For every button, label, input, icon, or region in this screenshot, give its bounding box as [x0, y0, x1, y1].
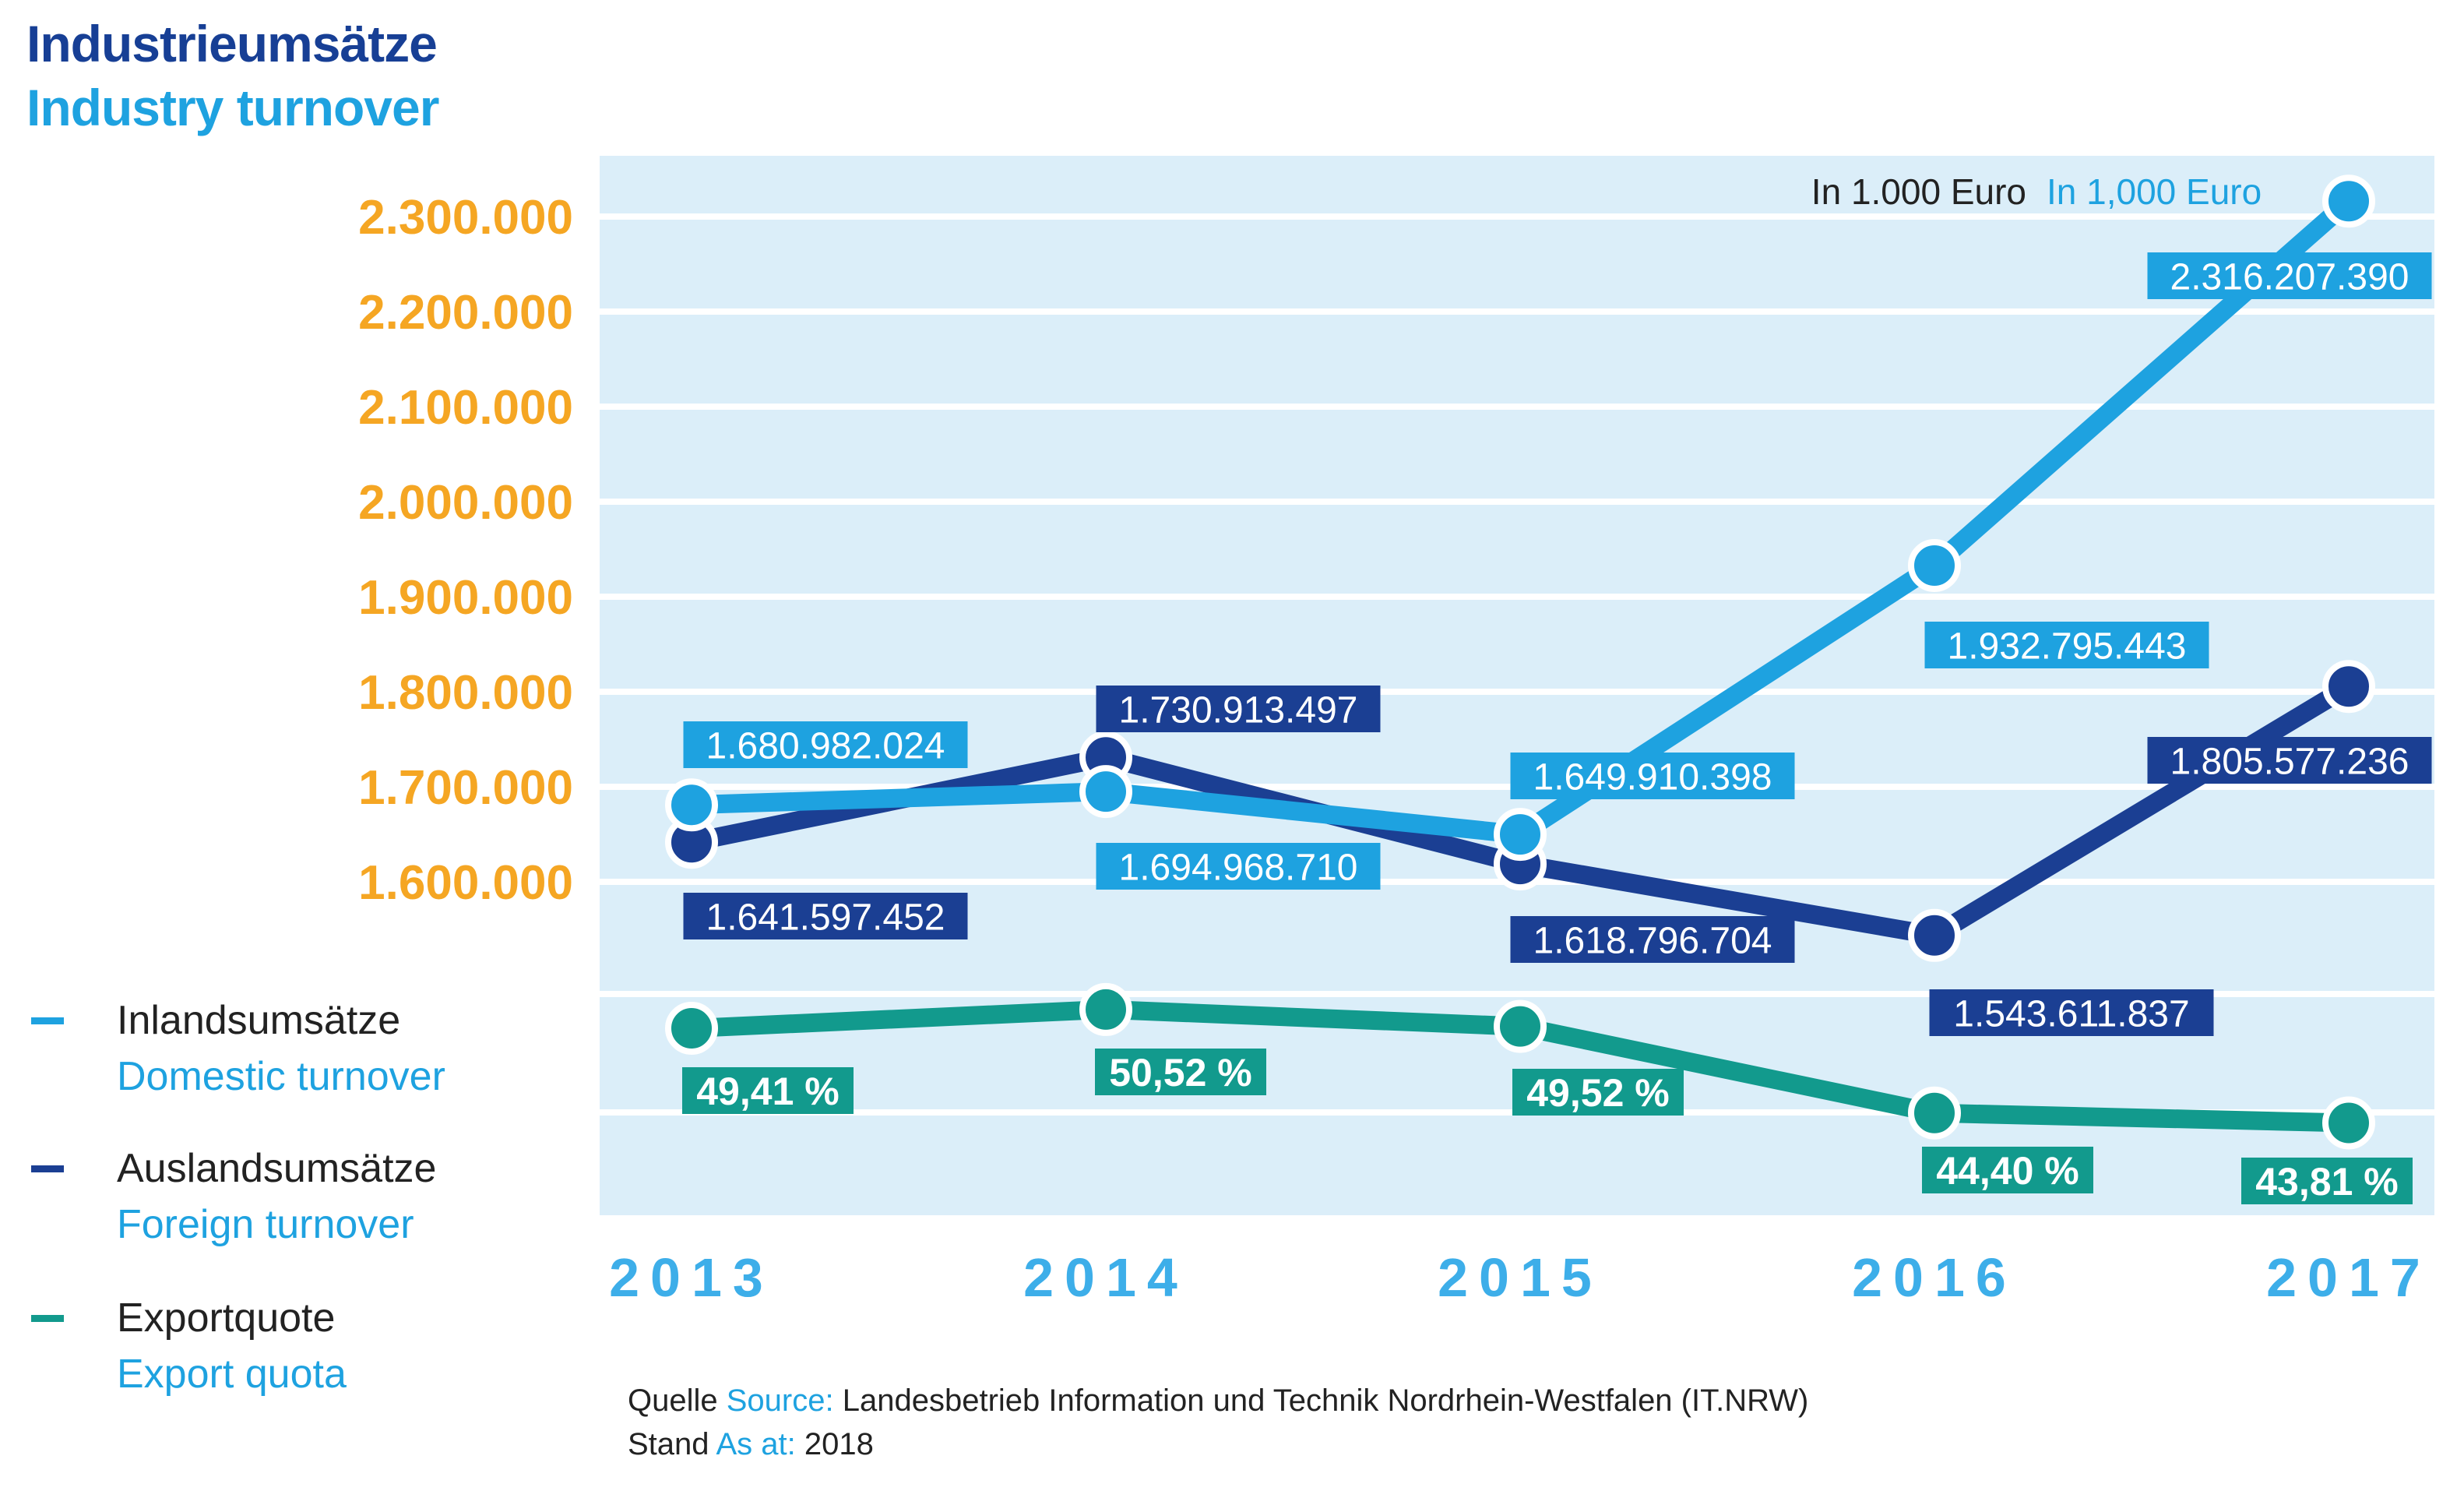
data-label-foreign: 1.805.577.236 [2170, 741, 2409, 782]
data-label-box-export [2241, 1158, 2413, 1204]
data-label-box-domestic [1096, 843, 1381, 890]
data-label-box-foreign [1510, 916, 1795, 963]
legend-label-de: Auslandsumsätze [117, 1146, 437, 1191]
data-label-box-domestic [683, 721, 968, 768]
legend-label-en: Domestic turnover [117, 1054, 445, 1099]
data-point-export [1079, 982, 1132, 1036]
chart-title-en: Industry turnover [26, 79, 439, 136]
y-tick-label: 1.800.000 [358, 666, 573, 720]
series-points [665, 174, 2375, 1150]
source-line: Quelle Source: Landesbetrieb Information… [628, 1379, 1808, 1422]
source-label-de: Quelle [628, 1383, 718, 1418]
source-label-en: Source: [726, 1383, 834, 1418]
data-label-foreign: 1.543.611.837 [1953, 993, 2189, 1035]
x-tick-label: 2015 [1438, 1247, 1603, 1308]
legend-label-de: Exportquote [117, 1295, 336, 1341]
y-tick-label: 2.100.000 [358, 381, 573, 435]
y-tick-label: 1.700.000 [358, 761, 573, 815]
data-label-foreign: 1.730.913.497 [1119, 689, 1358, 731]
data-label-box-export [1512, 1069, 1684, 1116]
data-label-export: 44,40 % [1936, 1149, 2079, 1193]
data-labels: 1.680.982.024 1.694.968.710 1.649.910.398 1… [682, 252, 2432, 1204]
data-label-box-foreign [2147, 737, 2432, 784]
gridlines [600, 213, 2434, 1116]
data-point-domestic [1494, 808, 1547, 862]
data-label-box-foreign [683, 893, 968, 939]
data-point-foreign [2322, 660, 2375, 714]
as-at-label-en: As at: [716, 1427, 796, 1461]
y-tick-labels: 2.300.000 2.200.000 2.100.000 2.000.000 1.90… [358, 191, 573, 910]
data-label-box-foreign [1929, 989, 2214, 1036]
x-tick-label: 2013 [609, 1247, 774, 1308]
x-tick-label: 2017 [2266, 1247, 2431, 1308]
legend-swatch-foreign [31, 1165, 64, 1172]
source-note: Quelle Source: Landesbetrieb Information… [628, 1379, 1808, 1466]
chart-title-de: Industrieumsätze [26, 15, 438, 72]
unit-label-en: In 1,000 Euro [2047, 171, 2262, 212]
y-tick-label: 1.900.000 [358, 571, 573, 625]
data-point-export [1908, 1086, 1961, 1140]
x-tick-label: 2016 [1852, 1247, 2017, 1308]
data-label-export: 49,41 % [696, 1070, 839, 1113]
data-point-domestic [1908, 538, 1961, 592]
y-tick-label: 2.200.000 [358, 286, 573, 340]
y-tick-label: 2.300.000 [358, 191, 573, 245]
data-label-box-export [1922, 1147, 2093, 1193]
legend-swatch-domestic [31, 1017, 64, 1024]
data-label-box-export [682, 1067, 854, 1114]
data-label-export: 43,81 % [2255, 1160, 2398, 1204]
data-label-box-domestic [1924, 622, 2209, 668]
data-label-box-domestic [2147, 252, 2432, 299]
x-tick-labels: 2013 2014 2015 2016 2017 [609, 1247, 2431, 1308]
data-label-domestic: 1.680.982.024 [706, 725, 945, 767]
data-label-domestic: 1.694.968.710 [1119, 847, 1358, 888]
data-label-domestic: 1.649.910.398 [1533, 756, 1772, 798]
data-label-export: 49,52 % [1526, 1071, 1669, 1115]
legend-label-en: Foreign turnover [117, 1202, 414, 1247]
unit-label-de: In 1.000 Euro [1811, 171, 2026, 212]
data-label-box-foreign [1096, 686, 1381, 732]
x-tick-label: 2014 [1023, 1247, 1188, 1308]
data-point-domestic [665, 778, 718, 832]
data-label-foreign: 1.618.796.704 [1533, 920, 1772, 961]
as-at-label-de: Stand [628, 1427, 709, 1461]
as-at-value: 2018 [804, 1427, 874, 1461]
data-point-domestic [1079, 765, 1132, 819]
legend-swatch-export [31, 1315, 64, 1322]
data-label-box-export [1095, 1049, 1266, 1095]
data-point-domestic [2322, 174, 2375, 228]
data-point-export [1494, 999, 1547, 1053]
data-label-domestic: 2.316.207.390 [2170, 256, 2409, 298]
data-label-domestic: 1.932.795.443 [1948, 626, 2187, 667]
data-label-box-domestic [1510, 753, 1795, 799]
data-point-export [2322, 1096, 2375, 1150]
as-at-line: Stand As at: 2018 [628, 1422, 1808, 1466]
data-point-export [665, 1002, 718, 1055]
y-tick-label: 2.000.000 [358, 476, 573, 530]
source-value: Landesbetrieb Information und Technik No… [842, 1383, 1809, 1418]
data-label-export: 50,52 % [1109, 1051, 1251, 1094]
legend-label-de: Inlandsumsätze [117, 998, 401, 1043]
legend-label-en: Export quota [117, 1352, 347, 1397]
y-tick-label: 1.600.000 [358, 856, 573, 910]
data-point-foreign [1908, 908, 1961, 962]
data-label-foreign: 1.641.597.452 [706, 897, 945, 938]
